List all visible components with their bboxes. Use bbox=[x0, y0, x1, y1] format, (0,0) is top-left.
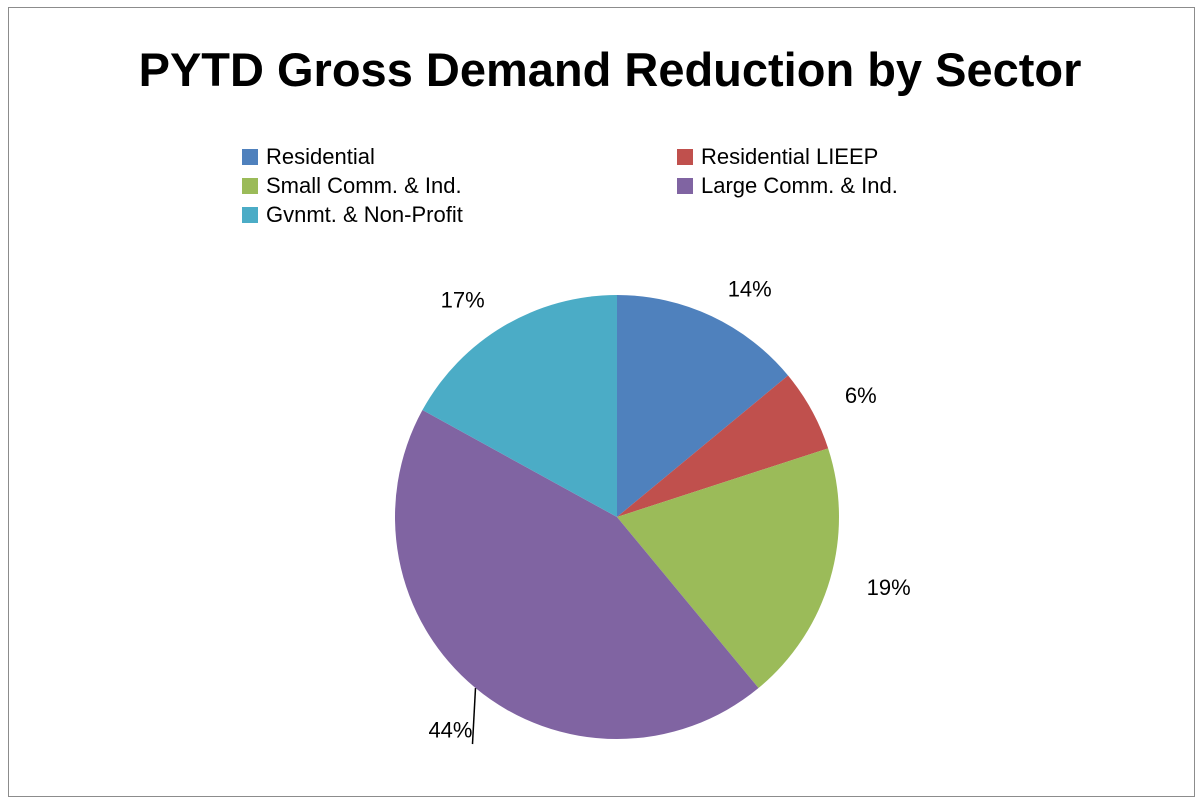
data-label-small-comm-ind: 19% bbox=[867, 575, 911, 600]
legend-label-residential-lieep: Residential LIEEP bbox=[701, 143, 879, 169]
legend-item-residential: Residential bbox=[242, 142, 677, 171]
pie-slice-gvnmt-non-profit bbox=[422, 295, 617, 517]
data-label-residential-lieep: 6% bbox=[845, 383, 877, 408]
leader-line-large-comm-ind bbox=[471, 688, 477, 745]
legend-label-small-comm-ind: Small Comm. & Ind. bbox=[266, 172, 462, 198]
pie-slice-large-comm-ind bbox=[395, 410, 759, 739]
legend-swatch-gvnmt-non-profit bbox=[242, 206, 258, 223]
chart-title: PYTD Gross Demand Reduction by Sector bbox=[138, 43, 1082, 96]
data-label-residential: 14% bbox=[728, 276, 772, 301]
legend-swatch-residential-lieep bbox=[677, 148, 693, 165]
chart-legend: Residential Residential LIEEP Small Comm… bbox=[242, 142, 962, 229]
legend-item-large-comm-ind: Large Comm. & Ind. bbox=[677, 171, 962, 200]
pie-slice-small-comm-ind bbox=[617, 448, 839, 689]
legend-swatch-small-comm-ind bbox=[242, 177, 258, 194]
pie-slice-residential bbox=[617, 295, 789, 517]
data-label-gvnmt-non-profit: 17% bbox=[441, 288, 485, 313]
pie-slice-residential-lieep bbox=[617, 375, 829, 517]
legend-item-small-comm-ind: Small Comm. & Ind. bbox=[242, 171, 677, 200]
legend-label-large-comm-ind: Large Comm. & Ind. bbox=[701, 172, 898, 198]
legend-label-gvnmt-non-profit: Gvnmt. & Non-Profit bbox=[266, 201, 463, 227]
data-label-large-comm-ind: 44% bbox=[428, 718, 472, 743]
legend-label-residential: Residential bbox=[266, 143, 375, 169]
legend-swatch-residential bbox=[242, 148, 258, 165]
legend-item-gvnmt-non-profit: Gvnmt. & Non-Profit bbox=[242, 200, 677, 229]
legend-item-residential-lieep: Residential LIEEP bbox=[677, 142, 962, 171]
legend-swatch-large-comm-ind bbox=[677, 177, 693, 194]
